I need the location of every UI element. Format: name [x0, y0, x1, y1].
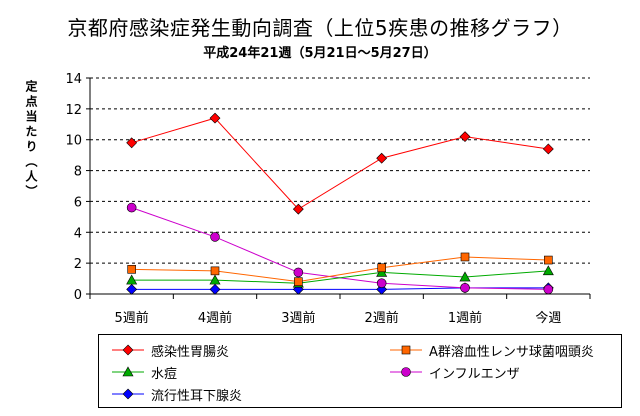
- gridlines: [90, 77, 590, 264]
- x-tick-label: 3週前: [281, 310, 315, 326]
- data-point: [210, 266, 220, 276]
- legend-item: A群溶血性レンサ球菌咽頭炎: [389, 339, 594, 361]
- legend-item: インフルエンザ: [389, 361, 520, 383]
- y-tick-label: 10: [65, 134, 82, 149]
- data-point: [209, 112, 221, 124]
- x-tick-label: 2週前: [365, 310, 399, 326]
- legend-item: 流行性耳下腺炎: [111, 383, 242, 405]
- legend-swatch-marker: [401, 367, 411, 377]
- data-point: [459, 131, 471, 143]
- data-point: [376, 152, 388, 164]
- legend-swatch-marker: [122, 388, 134, 400]
- legend-swatch: [390, 345, 422, 355]
- legend-item: 感染性胃腸炎: [111, 339, 229, 361]
- data-point: [543, 284, 554, 295]
- x-tick-label: 今週: [535, 310, 561, 326]
- legend: 感染性胃腸炎 A群溶血性レンサ球菌咽頭炎水痘 インフルエンザ流行性耳下腺炎: [98, 334, 622, 408]
- y-tick-label: 2: [74, 257, 82, 272]
- y-tick-label: 8: [74, 165, 82, 180]
- legend-swatch: [112, 366, 144, 377]
- series-triangle-line: [126, 265, 554, 288]
- legend-swatch: [112, 388, 144, 400]
- data-point: [209, 274, 221, 285]
- legend-swatch-marker: [122, 366, 134, 377]
- data-point: [377, 263, 386, 273]
- y-tick-label: 12: [65, 103, 82, 118]
- data-point: [544, 255, 553, 265]
- series-line: [131, 256, 549, 283]
- legend-label: 感染性胃腸炎: [151, 344, 230, 360]
- data-point: [209, 283, 221, 295]
- series-line: [131, 117, 549, 210]
- data-point: [459, 271, 471, 282]
- x-tick-label: 5週前: [115, 310, 149, 326]
- data-point: [542, 265, 554, 276]
- data-point: [292, 203, 304, 215]
- y-tick-label: 4: [74, 226, 82, 241]
- data-point: [210, 232, 220, 242]
- y-tick-label: 14: [65, 72, 82, 87]
- axes: [86, 77, 591, 299]
- legend-label: 水痘: [151, 366, 178, 382]
- x-tick-label: 4週前: [198, 310, 232, 326]
- series-line: [131, 207, 549, 290]
- data-point: [293, 267, 304, 278]
- data-point: [294, 277, 303, 286]
- data-point: [126, 283, 138, 295]
- data-point: [126, 274, 138, 285]
- tick-labels: 0 2 4 6 8 10 12 14 5週前 4週前 3週前 2週前 1週前 今週: [65, 72, 561, 326]
- data-point: [126, 137, 138, 149]
- chart-subtitle: 平成24年21週（5月21日～5月27日）: [203, 46, 437, 61]
- data-point: [460, 252, 470, 262]
- line-chart: 0 2 4 6 8 10 12 14 5週前 4週前 3週前 2週前 1週前 今週: [65, 72, 591, 326]
- series-diamond-line: [126, 112, 554, 215]
- legend-item: 水痘: [111, 361, 177, 383]
- y-axis-label: 定点当たり（人）: [24, 80, 38, 200]
- series-line: [131, 270, 549, 284]
- x-tick-label: 1週前: [448, 310, 482, 326]
- legend-swatch: [390, 367, 422, 377]
- series-square-line: [127, 252, 553, 286]
- data-point: [460, 283, 470, 293]
- data-point: [126, 202, 137, 213]
- legend-swatch-marker: [122, 344, 134, 356]
- y-tick-label: 6: [74, 195, 82, 210]
- series-lines: [126, 112, 554, 295]
- legend-swatch-marker: [401, 345, 411, 355]
- y-tick-label: 0: [74, 288, 82, 303]
- chart-title: 京都府感染症発生動向調査（上位5疾患の推移グラフ）: [67, 16, 573, 40]
- data-point: [127, 265, 136, 274]
- data-point: [376, 278, 387, 289]
- legend-swatch: [112, 344, 144, 356]
- data-point: [542, 143, 554, 155]
- legend-label: インフルエンザ: [429, 366, 520, 382]
- legend-label: 流行性耳下腺炎: [151, 388, 243, 404]
- legend-label: A群溶血性レンサ球菌咽頭炎: [429, 344, 594, 360]
